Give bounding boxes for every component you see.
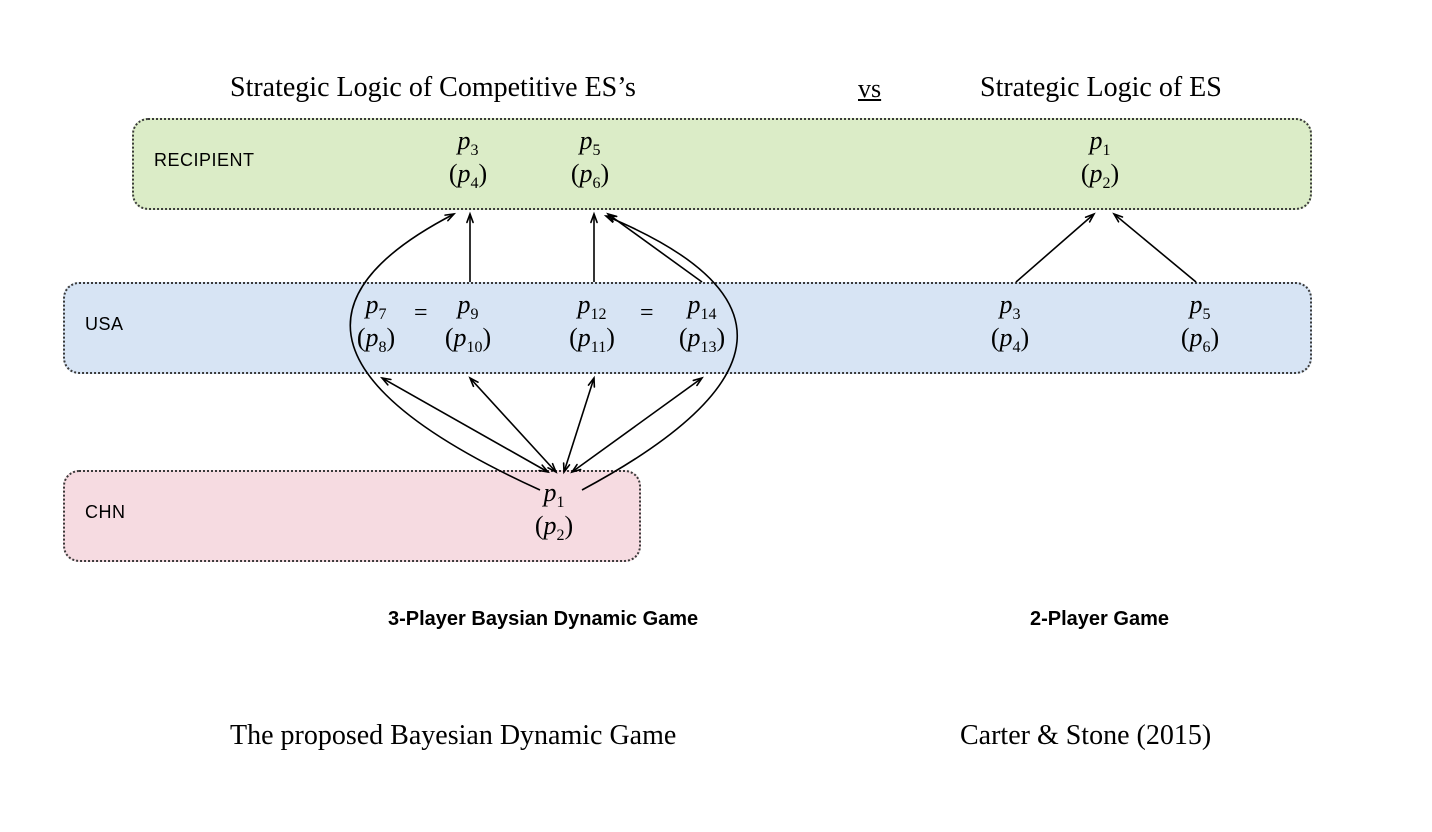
title-left: Strategic Logic of Competitive ES’s (230, 72, 636, 104)
eq1: = (414, 300, 428, 327)
node-rec-far: p1 (p2) (1078, 128, 1122, 191)
row-chn-label: CHN (85, 502, 126, 523)
node-rec-right: p5 (p6) (568, 128, 612, 191)
node-usa-d: p14 (p13) (672, 292, 732, 355)
node-usa-a: p7 (p8) (354, 292, 398, 355)
bottom-label-left: 3-Player Baysian Dynamic Game (388, 608, 698, 631)
node-usa-r2: p5 (p6) (1178, 292, 1222, 355)
bottom-label-right: 2-Player Game (1030, 608, 1169, 631)
row-recipient-label: RECIPIENT (154, 150, 255, 171)
node-usa-b: p9 (p10) (440, 292, 496, 355)
caption-left: The proposed Bayesian Dynamic Game (230, 720, 676, 752)
node-usa-c: p12 (p11) (562, 292, 622, 355)
title-vs: vs (858, 74, 881, 104)
caption-right: Carter & Stone (2015) (960, 720, 1211, 752)
title-right: Strategic Logic of ES (980, 72, 1222, 104)
node-chn: p1 (p2) (532, 480, 576, 543)
node-usa-r1: p3 (p4) (988, 292, 1032, 355)
eq2: = (640, 300, 654, 327)
row-usa-label: USA (85, 314, 124, 335)
row-recipient (132, 118, 1312, 210)
diagram-stage: Strategic Logic of Competitive ES’s vs S… (0, 0, 1432, 832)
node-rec-left: p3 (p4) (446, 128, 490, 191)
